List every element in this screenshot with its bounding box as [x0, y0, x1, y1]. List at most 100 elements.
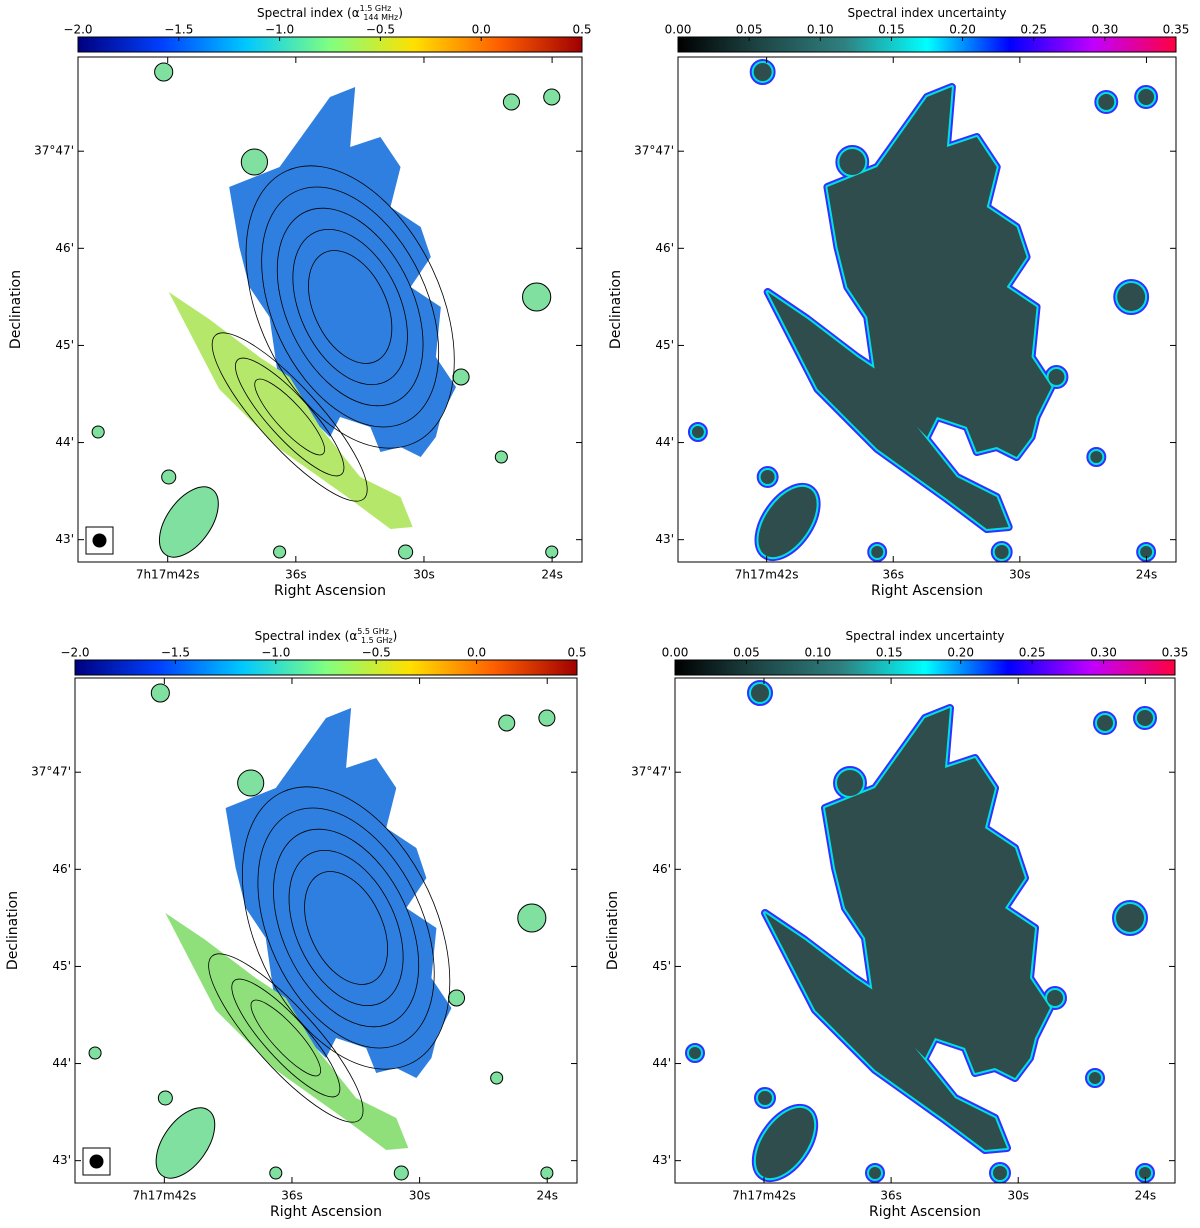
image — [91, 62, 561, 562]
contour — [304, 871, 388, 985]
colorbar-label-text: Spectral index uncertainty — [846, 629, 1005, 643]
colorbar-tick-label: −2.0 — [60, 646, 89, 660]
colorbar-tick-label: −0.5 — [362, 646, 391, 660]
y-tick-label: 43' — [655, 532, 674, 546]
y-tick-label: 37°47' — [34, 144, 74, 158]
image-content — [689, 684, 1153, 1183]
contour — [211, 332, 368, 502]
colorbar-tick-label: 0.30 — [1091, 23, 1118, 37]
x-tick-label: 7h17m42s — [735, 568, 799, 582]
colorbar-label: Spectral index (α1.5 GHz 144 MHz) — [257, 4, 403, 22]
colorbar-tick-label: 0.15 — [878, 23, 905, 37]
colorbar-tick-label: 0.05 — [733, 646, 760, 660]
x-axis-label: Right Ascension — [871, 583, 983, 599]
contour — [261, 186, 440, 428]
x-tick-label: 7h17m42s — [732, 1189, 796, 1203]
colorbar-tick-label: 0.0 — [472, 23, 491, 37]
y-axis-label: Declination — [8, 270, 24, 349]
y-tick-label: 44' — [652, 1056, 671, 1070]
colorbar-tick-label: 0.05 — [736, 23, 763, 37]
image — [689, 684, 1153, 1183]
y-tick-label: 37°47' — [634, 144, 674, 158]
colorbar-tick-label: −2.0 — [63, 23, 92, 37]
y-tick-label: 45' — [52, 959, 71, 973]
colorbar-tick-label: 0.5 — [572, 23, 591, 37]
colorbar-tick-label: −1.5 — [164, 23, 193, 37]
contour — [257, 807, 435, 1049]
colorbar-tick-label: 0.20 — [947, 646, 974, 660]
y-tick-label: 43' — [652, 1153, 671, 1167]
colorbar-tick-label: 0.5 — [567, 646, 586, 660]
y-tick-label: 46' — [655, 241, 674, 255]
contour — [292, 228, 408, 386]
contour — [288, 849, 404, 1007]
colorbar-tick-label: 0.0 — [467, 646, 486, 660]
image-content — [88, 683, 556, 1183]
y-tick-label: 37°47' — [631, 765, 671, 779]
x-axis-label: Right Ascension — [270, 1204, 382, 1220]
y-tick-label: 45' — [55, 338, 74, 352]
x-tick-label: 30s — [1009, 568, 1031, 582]
contour — [241, 786, 451, 1070]
y-tick-label: 45' — [655, 338, 674, 352]
y-tick-label: 44' — [655, 435, 674, 449]
x-tick-label: 30s — [409, 1189, 431, 1203]
contour — [254, 378, 325, 456]
plot-frame — [77, 56, 583, 563]
colorbar-tick-label: 0.10 — [804, 646, 831, 660]
y-tick-label: 44' — [52, 1056, 71, 1070]
colorbar — [677, 36, 1177, 53]
x-tick-label: 24s — [1136, 568, 1158, 582]
colorbar — [77, 36, 583, 53]
colorbar-label-end: ) — [398, 6, 403, 20]
image-content — [91, 62, 561, 562]
colorbar-tick-label: 0.35 — [1162, 646, 1189, 660]
y-tick-label: 46' — [652, 862, 671, 876]
image — [692, 63, 1154, 562]
y-tick-label: 46' — [55, 241, 74, 255]
contour — [235, 357, 345, 477]
colorbar-tick-label: −1.0 — [261, 646, 290, 660]
colorbar-label-sup: 1.5 GHz — [360, 4, 392, 13]
x-tick-label: 36s — [285, 568, 307, 582]
colorbar-label-text: Spectral index (α — [257, 6, 360, 20]
colorbar-label-text: Spectral index (α — [255, 629, 358, 643]
y-axis-label: Declination — [605, 891, 621, 970]
colorbar-tick-label: −0.5 — [366, 23, 395, 37]
image-content — [692, 63, 1154, 562]
x-tick-label: 36s — [882, 568, 904, 582]
y-tick-label: 43' — [52, 1153, 71, 1167]
plot-frame — [74, 677, 578, 1184]
colorbar-tick-label: 0.25 — [1019, 646, 1046, 660]
colorbar — [674, 659, 1176, 676]
contour — [231, 978, 341, 1098]
colorbar-tick-label: 0.10 — [807, 23, 834, 37]
x-axis-label: Right Ascension — [869, 1204, 981, 1220]
x-tick-label: 30s — [413, 568, 435, 582]
y-tick-label: 37°47' — [31, 765, 71, 779]
x-tick-label: 24s — [536, 1189, 558, 1203]
colorbar-tick-label: 0.00 — [665, 23, 692, 37]
plot-frame — [674, 677, 1176, 1184]
y-tick-label: 43' — [55, 532, 74, 546]
colorbar-tick-label: 0.30 — [1090, 646, 1117, 660]
colorbar-label-sup: 5.5 GHz — [357, 627, 389, 636]
contour — [208, 953, 364, 1123]
colorbar — [74, 659, 578, 676]
beam — [89, 1154, 104, 1169]
colorbar-tick-label: 0.00 — [662, 646, 689, 660]
colorbar-tick-label: 0.15 — [876, 646, 903, 660]
colorbar-tick-label: 0.25 — [1020, 23, 1047, 37]
colorbar-label-sub: 144 MHz — [363, 13, 398, 22]
x-axis-label: Right Ascension — [274, 583, 386, 599]
contour — [276, 207, 424, 407]
plot-frame — [677, 56, 1177, 563]
y-tick-label: 45' — [652, 959, 671, 973]
colorbar-tick-label: 0.35 — [1163, 23, 1190, 37]
image — [88, 683, 556, 1183]
x-tick-label: 7h17m42s — [132, 1189, 196, 1203]
colorbar-label-sub: 1.5 GHz — [361, 636, 393, 645]
x-tick-label: 36s — [281, 1189, 303, 1203]
contour — [273, 828, 420, 1028]
